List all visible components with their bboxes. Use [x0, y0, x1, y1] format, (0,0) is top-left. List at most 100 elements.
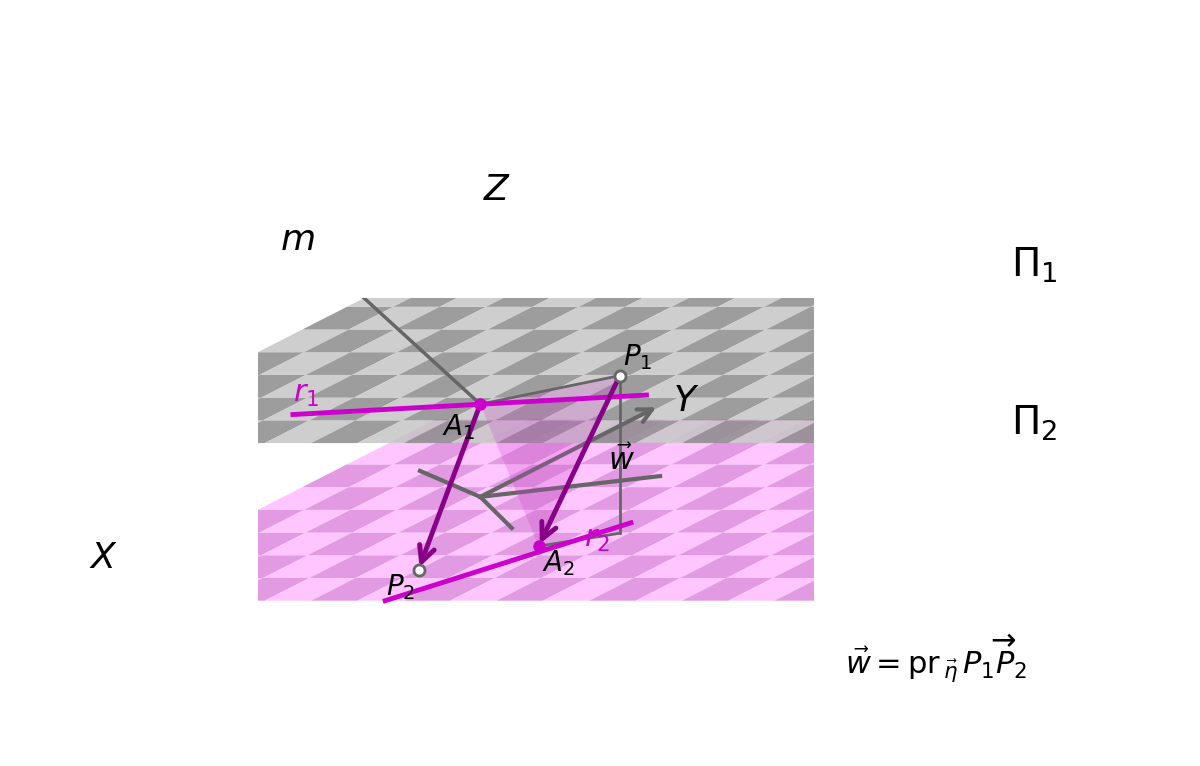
Polygon shape [772, 532, 862, 555]
Polygon shape [634, 398, 725, 421]
Polygon shape [354, 532, 445, 555]
Polygon shape [634, 555, 725, 578]
Polygon shape [124, 398, 215, 421]
Polygon shape [311, 421, 402, 443]
Polygon shape [310, 398, 401, 421]
Polygon shape [584, 352, 674, 375]
Polygon shape [629, 329, 720, 352]
Text: $A_1$: $A_1$ [442, 413, 475, 442]
Polygon shape [904, 442, 995, 464]
Polygon shape [766, 307, 857, 329]
Polygon shape [908, 352, 1000, 375]
Polygon shape [445, 510, 536, 532]
Polygon shape [542, 578, 634, 601]
Polygon shape [623, 261, 714, 284]
Polygon shape [445, 352, 536, 375]
Polygon shape [310, 555, 401, 578]
Polygon shape [726, 398, 817, 421]
Polygon shape [347, 284, 438, 307]
Polygon shape [539, 375, 630, 398]
Polygon shape [995, 419, 1085, 442]
Polygon shape [670, 261, 761, 284]
Polygon shape [907, 487, 997, 510]
Polygon shape [857, 442, 948, 464]
Polygon shape [677, 510, 768, 532]
Polygon shape [497, 578, 588, 601]
Polygon shape [586, 532, 677, 555]
Polygon shape [493, 532, 584, 555]
Polygon shape [814, 329, 905, 352]
Polygon shape [816, 510, 907, 532]
Text: $P_1$: $P_1$ [624, 342, 653, 372]
Polygon shape [401, 532, 491, 555]
Polygon shape [997, 307, 1088, 329]
Polygon shape [1087, 261, 1178, 284]
Polygon shape [817, 375, 908, 398]
Polygon shape [398, 510, 490, 532]
Polygon shape [724, 352, 814, 375]
Text: $r_1$: $r_1$ [293, 380, 319, 408]
Polygon shape [541, 398, 632, 421]
Polygon shape [582, 487, 673, 510]
Text: $X$: $X$ [89, 541, 118, 574]
Polygon shape [443, 487, 534, 510]
Polygon shape [349, 464, 439, 487]
Polygon shape [533, 284, 623, 307]
Polygon shape [491, 510, 582, 532]
Polygon shape [79, 578, 170, 601]
Polygon shape [538, 510, 629, 532]
Polygon shape [953, 487, 1044, 510]
Polygon shape [214, 510, 304, 532]
Polygon shape [725, 532, 816, 555]
Polygon shape [901, 261, 992, 284]
Polygon shape [674, 329, 766, 352]
Polygon shape [672, 284, 762, 307]
Polygon shape [530, 261, 622, 284]
Polygon shape [168, 532, 259, 555]
Polygon shape [494, 398, 586, 421]
Polygon shape [680, 398, 772, 421]
Polygon shape [494, 555, 586, 578]
Polygon shape [682, 578, 773, 601]
Polygon shape [864, 375, 955, 398]
Polygon shape [403, 421, 494, 443]
Polygon shape [630, 352, 721, 375]
Polygon shape [856, 261, 946, 284]
Polygon shape [258, 329, 349, 352]
Polygon shape [589, 421, 680, 443]
Polygon shape [623, 419, 714, 442]
Polygon shape [307, 375, 398, 398]
Polygon shape [442, 464, 533, 487]
Polygon shape [589, 578, 680, 601]
Polygon shape [728, 578, 820, 601]
Polygon shape [395, 307, 486, 329]
Polygon shape [446, 375, 538, 398]
Polygon shape [901, 419, 992, 442]
Polygon shape [716, 419, 808, 442]
Polygon shape [395, 464, 486, 487]
Polygon shape [762, 261, 853, 284]
Polygon shape [725, 375, 816, 398]
Polygon shape [860, 329, 952, 352]
Polygon shape [864, 532, 955, 555]
Polygon shape [673, 307, 764, 329]
Polygon shape [493, 375, 584, 398]
Polygon shape [306, 352, 397, 375]
Polygon shape [304, 329, 395, 352]
Polygon shape [450, 578, 541, 601]
Polygon shape [391, 261, 482, 284]
Polygon shape [630, 510, 721, 532]
Polygon shape [541, 555, 632, 578]
Polygon shape [259, 510, 350, 532]
Polygon shape [355, 555, 446, 578]
Polygon shape [534, 307, 625, 329]
Polygon shape [352, 510, 443, 532]
Polygon shape [1043, 284, 1133, 307]
Polygon shape [577, 261, 668, 284]
Polygon shape [263, 555, 354, 578]
Polygon shape [497, 421, 588, 443]
Polygon shape [578, 442, 670, 464]
Polygon shape [449, 398, 539, 421]
Polygon shape [347, 442, 438, 464]
Polygon shape [485, 261, 575, 284]
